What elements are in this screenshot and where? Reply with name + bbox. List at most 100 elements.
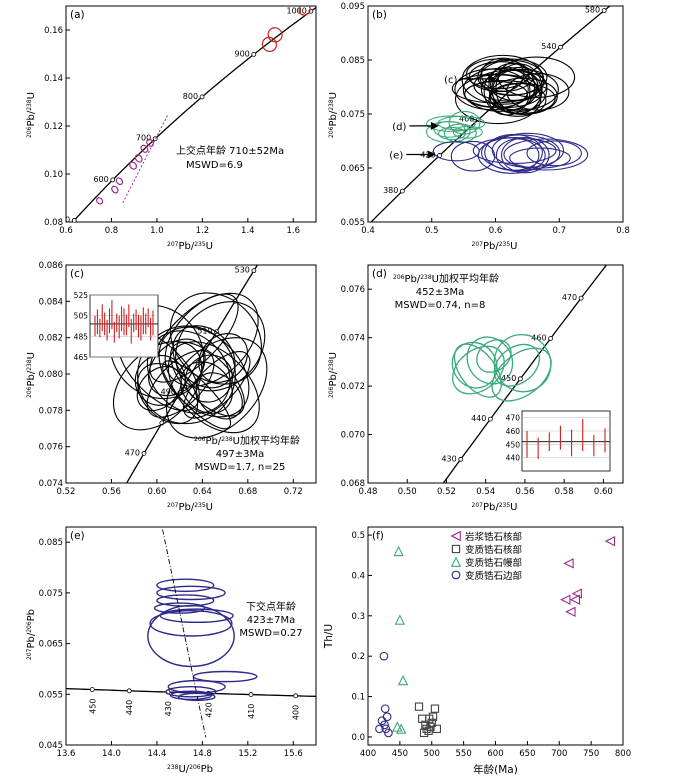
concordia-age-marker <box>89 687 95 692</box>
inset-tick-label: 465 <box>74 353 89 362</box>
error-ellipse <box>495 63 543 114</box>
inset-tick-label: 450 <box>506 440 521 449</box>
x-tick-label: 700 <box>551 749 567 759</box>
error-ellipse <box>432 141 480 162</box>
y-tick-label: 0.16 <box>44 26 63 36</box>
error-ellipse <box>452 345 505 395</box>
error-ellipse <box>477 58 548 96</box>
x-tick-label: 1.6 <box>287 226 301 236</box>
panel-f: 400 450 500 550 600 650 700 750 800 0.0 0.1 0.2 0.3 0… <box>323 526 631 776</box>
x-tick-label: 1.2 <box>196 226 210 236</box>
isotope-superscript: 207 <box>472 502 484 509</box>
x-tick-label: 13.6 <box>57 749 76 759</box>
concordia-age-label: 470 <box>562 293 577 302</box>
y-tick-label: 0.082 <box>39 334 63 344</box>
isotope-superscript: 238 <box>167 764 179 771</box>
error-ellipse <box>450 140 496 172</box>
data-point <box>395 723 407 734</box>
data-point <box>604 535 616 547</box>
y-tick-label: 0.075 <box>39 589 63 599</box>
concordia-age-marker <box>251 268 257 274</box>
concordia-age-marker <box>248 692 254 697</box>
x-axis-label: 207Pb/235U <box>472 241 518 252</box>
concordia-age-label: 410 <box>247 704 256 719</box>
panel-label: (c) <box>70 268 84 280</box>
data-point <box>394 614 406 625</box>
x-tick-label: 0.8 <box>105 226 119 236</box>
error-ellipse <box>184 354 233 403</box>
data-point <box>380 720 389 730</box>
concordia-age-marker <box>110 177 116 183</box>
y-tick-label: 0.4 <box>351 571 365 581</box>
concordia-curve <box>370 6 611 222</box>
concordia-age-marker <box>487 416 493 422</box>
legend-marker <box>450 556 462 567</box>
data-point <box>414 702 424 711</box>
panel-b-plot-area: 380420460540580 <box>370 6 611 222</box>
y-tick-label: 0.065 <box>341 164 365 174</box>
x-tick-label: 0.48 <box>359 487 378 497</box>
x-tick-label: 0.7 <box>552 226 566 236</box>
data-point <box>432 724 441 734</box>
x-tick-label: 0.6 <box>59 226 73 236</box>
error-ellipse <box>164 292 259 387</box>
y-axis-label: 206Pb/238U <box>26 92 37 138</box>
concordia-age-marker <box>578 295 584 301</box>
data-point <box>384 728 393 738</box>
error-ellipse <box>153 602 206 614</box>
panel-e: 13.6 14.0 14.4 14.8 15.2 15.6 0.045 0.055 0.065 0… <box>26 526 317 775</box>
isotope-symbol: U <box>510 241 517 252</box>
discordia-line <box>122 113 169 204</box>
error-ellipse <box>165 337 268 439</box>
x-tick-label: 750 <box>583 749 599 759</box>
isotope-symbol: Pb <box>201 764 213 775</box>
error-ellipse <box>115 177 124 186</box>
mswd-text: MSWD=6.9 <box>186 160 243 171</box>
y-tick-label: 0.14 <box>44 74 63 84</box>
concordia-curve <box>71 6 316 222</box>
x-axis-label: 207Pb/235U <box>167 502 213 513</box>
panel-b: 0.4 0.5 0.6 0.7 0.8 0.055 0.065 0.075 0.085 0.095… <box>328 2 630 252</box>
error-ellipse <box>134 154 143 163</box>
isotope-superscript: 235 <box>499 502 511 509</box>
x-tick-label: 0.6 <box>489 226 503 236</box>
panel-label: (b) <box>372 9 387 21</box>
concordia-age-label: 530 <box>235 266 250 275</box>
weighted-mean-mswd: MSWD=0.74, n=8 <box>395 300 486 311</box>
isotope-symbol: Pb/ <box>483 502 499 513</box>
concordia-age-marker <box>558 44 563 50</box>
isotope-symbol: Pb <box>26 609 37 621</box>
legend-marker <box>451 570 461 580</box>
concordia-age-label: 440 <box>471 414 486 423</box>
plot-frame <box>367 5 624 223</box>
error-ellipse <box>472 136 557 164</box>
x-tick-label: 0.60 <box>594 487 613 497</box>
error-ellipse <box>149 293 239 383</box>
isotope-superscript: 207 <box>167 502 179 509</box>
isotope-symbol: Pb/ <box>26 110 37 126</box>
concordia-age-label: 430 <box>441 454 456 463</box>
arrow-label: (e) <box>389 151 403 162</box>
x-tick-label: 0.52 <box>57 487 76 497</box>
inset-tick-label: 485 <box>74 332 89 341</box>
x-tick-label: 14.8 <box>193 749 212 759</box>
intercept-age-title: 下交点年龄 <box>246 600 296 613</box>
error-ellipse <box>167 341 260 434</box>
data-point <box>379 651 389 661</box>
y-tick-label: 0.068 <box>341 479 365 489</box>
x-tick-label: 0.8 <box>616 226 630 236</box>
concordia-age-label: 420 <box>205 702 214 717</box>
x-tick-label: 0.56 <box>515 487 534 497</box>
legend-marker <box>451 544 461 554</box>
x-tick-label: 1.4 <box>241 226 255 236</box>
isotope-symbol: U <box>26 352 37 359</box>
concordia-age-label: 450 <box>501 374 516 383</box>
arrow-label: (d) <box>392 122 406 133</box>
isotope-superscript: 206 <box>328 386 335 398</box>
error-ellipse <box>111 185 119 194</box>
x-axis-label: 207Pb/235U <box>472 502 518 513</box>
isotope-superscript: 235 <box>194 241 206 248</box>
y-tick-label: 0.0 <box>351 733 365 743</box>
x-axis-label: 207Pb/235U <box>167 241 213 252</box>
